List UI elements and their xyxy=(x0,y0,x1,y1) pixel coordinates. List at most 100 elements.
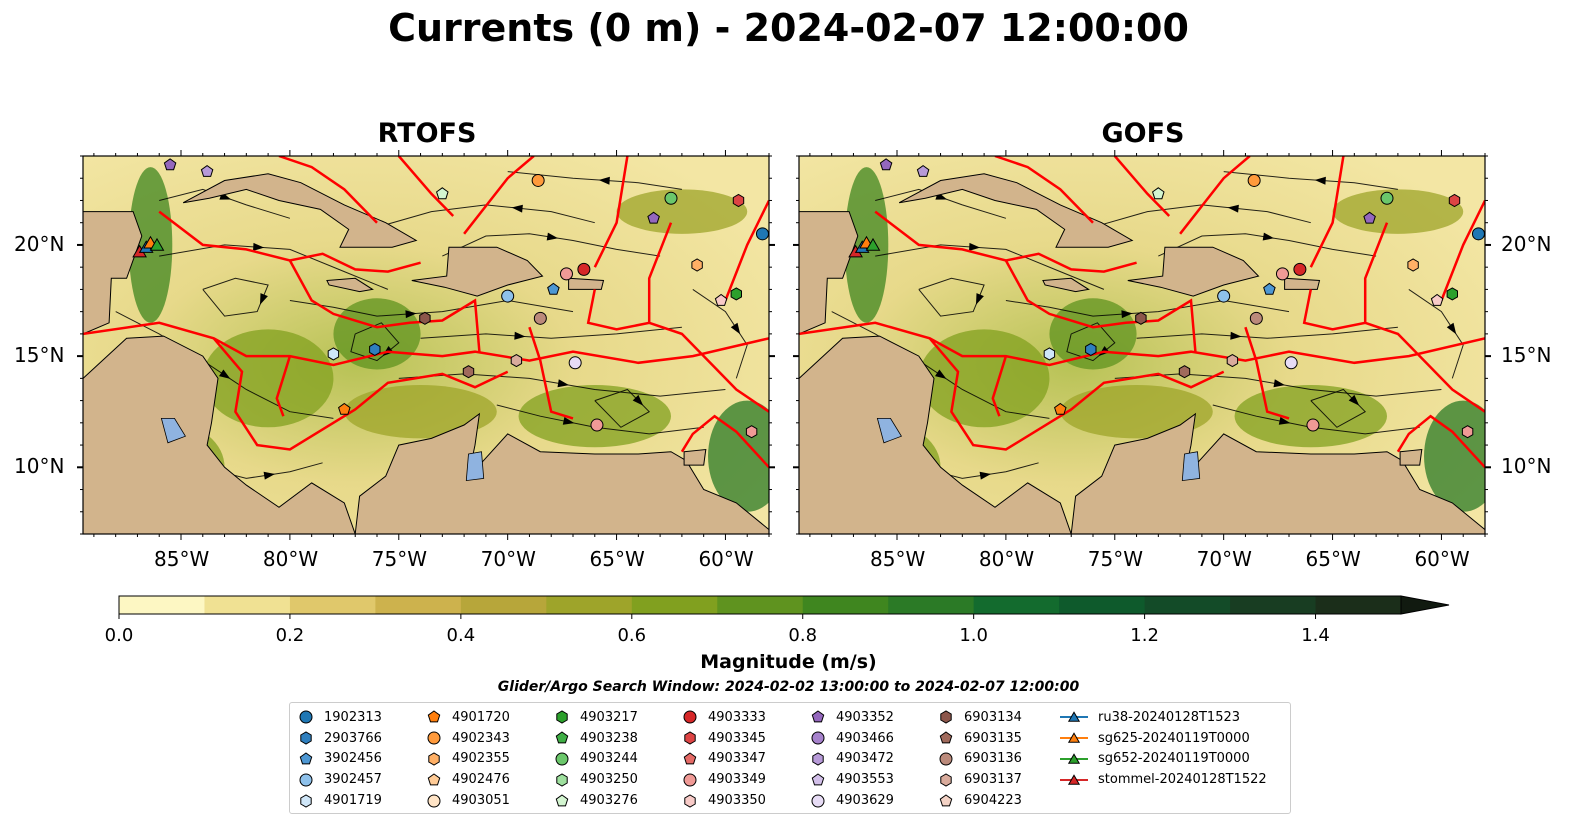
eez-boundary xyxy=(212,337,509,451)
float-marker xyxy=(559,267,573,281)
float-marker xyxy=(200,164,214,177)
circle-marker-icon xyxy=(299,773,313,787)
lake xyxy=(876,417,902,444)
pentagon-marker-icon xyxy=(555,731,569,744)
legend-label: 4903238 xyxy=(580,730,638,746)
lon-tick-label: 65°W xyxy=(589,547,645,571)
legend-label: 4902343 xyxy=(452,730,510,746)
hexagon-marker-icon xyxy=(428,752,440,766)
legend-label: 4903466 xyxy=(836,730,894,746)
float-marker xyxy=(755,227,769,241)
hexagon-marker-icon xyxy=(684,794,696,808)
legend-label: 4901719 xyxy=(324,793,382,809)
triangle-marker-icon xyxy=(1060,711,1088,723)
legend-entry: 6903136 xyxy=(938,749,1022,770)
legend-entry: 4903629 xyxy=(810,790,894,811)
hexagon-marker-icon xyxy=(556,710,568,724)
float-marker xyxy=(462,365,475,379)
eez-boundary xyxy=(928,337,1225,451)
legend-label: 6903135 xyxy=(964,730,1022,746)
land xyxy=(326,277,374,293)
float-marker xyxy=(1284,356,1298,370)
float-marker xyxy=(577,262,591,276)
legend-entry: 4901720 xyxy=(426,707,510,728)
hexagon-marker-icon xyxy=(684,794,696,808)
eez-boundary xyxy=(799,321,1485,367)
legend-label: 4903347 xyxy=(708,751,766,767)
map-panels xyxy=(77,150,1491,540)
float-marker xyxy=(590,418,604,432)
streamline xyxy=(159,244,389,290)
legend-entry: sg625-20240119T0000 xyxy=(1060,728,1267,749)
legend-entry: 6903135 xyxy=(938,728,1022,749)
streamline-arrow xyxy=(976,293,984,305)
lon-tick-label: 85°W xyxy=(870,547,926,571)
panel-title-rtofs: RTOFS xyxy=(377,118,477,149)
legend-entry: 6903137 xyxy=(938,769,1022,790)
float-marker xyxy=(163,158,177,171)
legend-entry: 4903347 xyxy=(682,749,766,770)
legend-label: 4903276 xyxy=(580,793,638,809)
float-marker xyxy=(1085,342,1097,356)
current-speed-blob xyxy=(333,298,421,370)
float-marker xyxy=(879,158,893,171)
lake xyxy=(465,451,485,482)
legend-label: stommel-20240128T1522 xyxy=(1098,772,1267,788)
triangle-marker-icon xyxy=(1067,732,1081,743)
streamline-arrow xyxy=(1230,331,1242,340)
pentagon-marker-icon xyxy=(427,710,441,723)
circle-marker-icon xyxy=(683,773,697,787)
circle-marker-icon xyxy=(299,710,313,724)
lon-tick-label: 80°W xyxy=(262,547,319,571)
float-marker xyxy=(1054,402,1067,415)
land xyxy=(83,156,143,335)
lat-tick-label: 15°N xyxy=(1501,343,1552,368)
streamline-arrow xyxy=(969,242,981,251)
float-marker xyxy=(436,187,449,200)
circle-marker-icon xyxy=(811,794,825,808)
float-marker xyxy=(547,282,560,295)
land xyxy=(83,156,356,534)
lon-tick-label: 65°W xyxy=(1305,547,1361,571)
circle-marker-icon xyxy=(683,773,697,787)
land xyxy=(898,173,1134,248)
eez-boundary xyxy=(275,355,292,417)
circle-marker-icon xyxy=(683,710,697,724)
legend-entry: 4903472 xyxy=(810,749,894,770)
legend-entry: 4903244 xyxy=(554,749,638,770)
eez-boundary xyxy=(994,156,1094,224)
legend-entry: 4903350 xyxy=(682,790,766,811)
lat-tick-label: 20°N xyxy=(14,231,65,256)
legend-label: 2903766 xyxy=(324,730,382,746)
streamline-arrow xyxy=(632,394,644,406)
legend-label: 4903349 xyxy=(708,772,766,788)
eez-boundary xyxy=(586,222,673,331)
hexagon-marker-icon xyxy=(684,731,696,745)
streamline-arrow xyxy=(562,417,575,425)
float-marker xyxy=(714,293,728,306)
eez-boundary xyxy=(158,210,421,273)
pentagon-marker-icon xyxy=(811,773,825,786)
pentagon-marker-icon xyxy=(427,773,441,786)
pentagon-marker-icon xyxy=(811,773,825,786)
legend-column: 4903333 4903345 4903347 4903349 4903350 xyxy=(682,707,766,811)
legend-column: ru38-20240128T1523 sg625-20240119T0000 sg6… xyxy=(1060,707,1267,790)
triangle-marker-icon xyxy=(1067,711,1081,723)
legend-label: 1902313 xyxy=(324,709,382,725)
float-marker xyxy=(1448,193,1461,208)
pentagon-marker-icon xyxy=(939,793,953,806)
circle-marker-icon xyxy=(939,752,953,766)
legend-label: 4903217 xyxy=(580,709,638,725)
streamline-arrow xyxy=(1121,310,1133,319)
float-marker xyxy=(691,258,703,272)
pentagon-marker-icon xyxy=(299,752,313,765)
streamline xyxy=(1136,326,1398,339)
float-marker xyxy=(1226,354,1239,368)
pentagon-marker-icon xyxy=(427,710,441,723)
circle-marker-icon xyxy=(811,731,825,745)
legend-label: 4903244 xyxy=(580,751,638,767)
hexagon-marker-icon xyxy=(940,773,952,787)
lon-tick-label: 60°W xyxy=(1414,547,1470,571)
streamline-arrow xyxy=(219,369,231,379)
legend-label: 4903333 xyxy=(708,709,766,725)
